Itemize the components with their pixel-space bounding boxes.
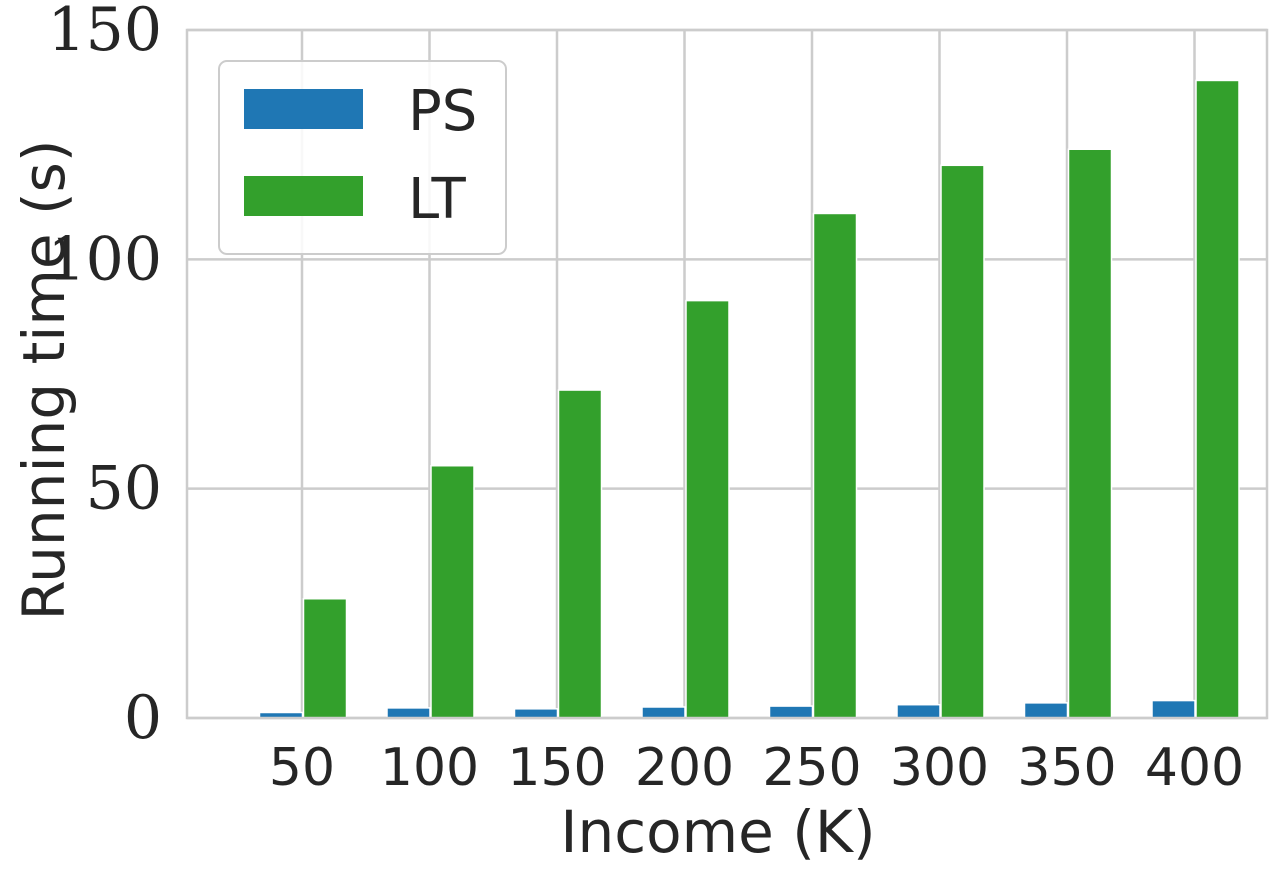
bar-lt-150 bbox=[557, 389, 603, 719]
y-tick-label: 150 bbox=[47, 0, 162, 65]
x-tick-labels: 50 100 150 200 250 300 350 400 bbox=[269, 738, 1244, 798]
legend-swatch-ps bbox=[244, 89, 363, 129]
bar-lt-100 bbox=[430, 464, 475, 719]
y-axis-label: Running time (s) bbox=[10, 139, 78, 620]
x-axis-label: Income (K) bbox=[560, 798, 875, 866]
y-tick-label: 50 bbox=[86, 454, 162, 524]
legend-label-ps: PS bbox=[408, 79, 477, 144]
bar-lt-250 bbox=[812, 212, 858, 719]
bar-lt-350 bbox=[1067, 148, 1113, 719]
y-tick-label: 0 bbox=[124, 683, 162, 753]
bar-ps-350 bbox=[1023, 702, 1069, 719]
x-tick-label: 300 bbox=[890, 738, 989, 798]
y-tick-labels: 0 50 100 150 bbox=[47, 0, 162, 753]
x-tick-label: 100 bbox=[380, 738, 479, 798]
bar-ps-200 bbox=[641, 706, 686, 719]
x-tick-label: 200 bbox=[635, 738, 734, 798]
x-tick-label: 400 bbox=[1145, 738, 1244, 798]
bars bbox=[258, 79, 1240, 719]
bar-ps-150 bbox=[513, 708, 559, 719]
x-tick-label: 250 bbox=[762, 738, 861, 798]
legend-swatch-lt bbox=[244, 176, 363, 216]
bar-lt-400 bbox=[1195, 79, 1240, 719]
legend-label-lt: LT bbox=[408, 167, 466, 232]
bar-ps-300 bbox=[896, 703, 941, 719]
x-tick-label: 50 bbox=[269, 738, 335, 798]
x-tick-label: 150 bbox=[507, 738, 606, 798]
x-tick-label: 350 bbox=[1017, 738, 1116, 798]
y-tick-label: 100 bbox=[47, 224, 162, 294]
bar-ps-100 bbox=[386, 707, 431, 719]
bar-lt-200 bbox=[685, 299, 730, 719]
legend: PS LT bbox=[218, 60, 507, 255]
bar-ps-400 bbox=[1151, 699, 1196, 719]
bar-lt-50 bbox=[302, 597, 348, 719]
plot-area-frame bbox=[185, 28, 1269, 720]
bar-ps-250 bbox=[768, 705, 814, 719]
bar-lt-300 bbox=[940, 164, 985, 719]
